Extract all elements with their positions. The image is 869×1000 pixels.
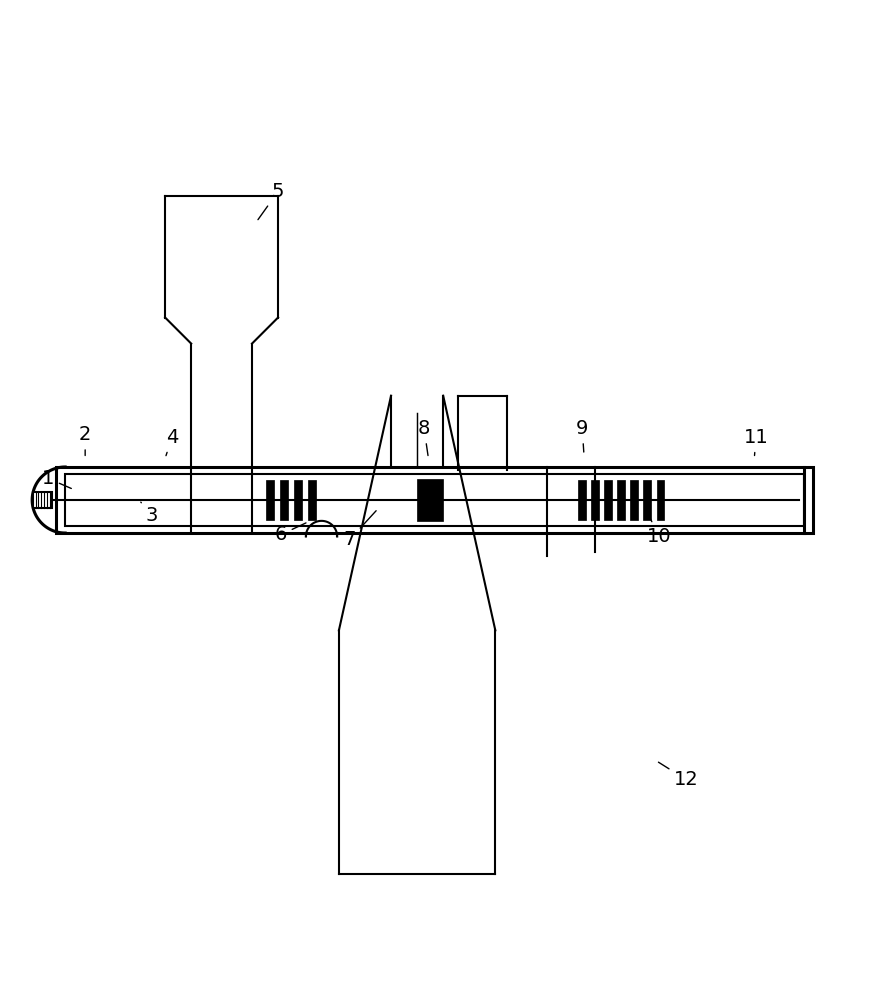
Bar bbox=[294, 480, 302, 520]
Text: 5: 5 bbox=[258, 182, 284, 220]
Text: 12: 12 bbox=[659, 762, 699, 789]
Bar bbox=[56, 467, 813, 533]
Text: 7: 7 bbox=[343, 511, 376, 549]
Text: 8: 8 bbox=[418, 419, 430, 456]
Text: 6: 6 bbox=[275, 523, 306, 544]
Bar bbox=[631, 480, 638, 520]
Text: 10: 10 bbox=[647, 515, 671, 546]
Text: 11: 11 bbox=[744, 428, 768, 456]
Bar bbox=[266, 480, 275, 520]
Bar bbox=[65, 474, 804, 526]
Bar bbox=[617, 480, 626, 520]
Bar bbox=[579, 480, 586, 520]
Text: 1: 1 bbox=[42, 469, 71, 488]
Bar bbox=[657, 480, 665, 520]
Bar bbox=[280, 480, 289, 520]
Bar bbox=[605, 480, 612, 520]
Bar bbox=[591, 480, 600, 520]
Text: 2: 2 bbox=[79, 425, 91, 456]
Bar bbox=[643, 480, 652, 520]
Text: 3: 3 bbox=[141, 502, 158, 525]
Bar bbox=[308, 480, 316, 520]
Bar bbox=[33, 492, 52, 508]
Text: 4: 4 bbox=[166, 428, 178, 456]
Bar bbox=[417, 479, 443, 521]
Text: 9: 9 bbox=[576, 419, 588, 452]
